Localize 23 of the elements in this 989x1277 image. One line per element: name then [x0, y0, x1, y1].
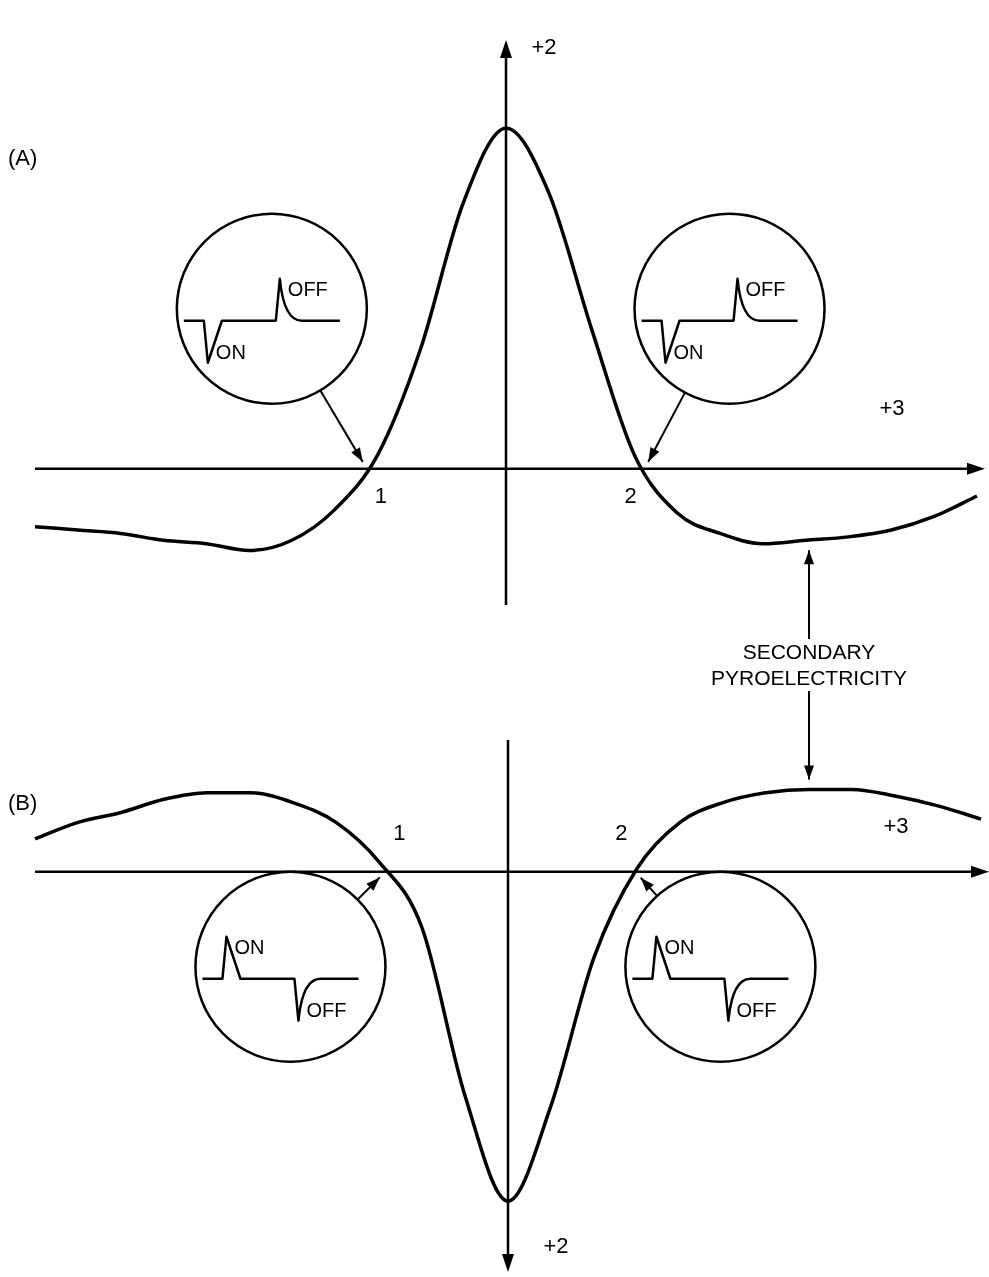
- chart-title: (B): [8, 790, 38, 816]
- annotation: 2: [624, 482, 637, 508]
- annotation: OFF: [736, 999, 777, 1022]
- text: +2: [543, 1233, 569, 1259]
- annotation: ON: [215, 341, 246, 364]
- text: SECONDARY PYROELECTRICITY: [659, 638, 959, 691]
- annotation: 2: [615, 819, 628, 845]
- annotation: ON: [673, 341, 704, 364]
- pulse-sketch-icon: ON OFF: [624, 870, 817, 1063]
- text: (A): [8, 145, 38, 171]
- annotation: OFF: [287, 278, 328, 301]
- pulse-sketch-icon: ON OFF: [633, 212, 826, 405]
- annotation: +3: [879, 394, 905, 420]
- annotation: OFF: [306, 999, 347, 1022]
- annotation: ON: [664, 936, 695, 959]
- annotation: 1: [374, 482, 387, 508]
- annotation: +3: [883, 812, 909, 838]
- pulse-sketch-icon: ON OFF: [175, 212, 369, 405]
- annotation: OFF: [745, 278, 786, 301]
- pulse-sketch-icon: ON OFF: [194, 870, 387, 1063]
- annotation: 1: [393, 819, 406, 845]
- annotation: ON: [234, 936, 265, 959]
- text: +2: [531, 34, 557, 60]
